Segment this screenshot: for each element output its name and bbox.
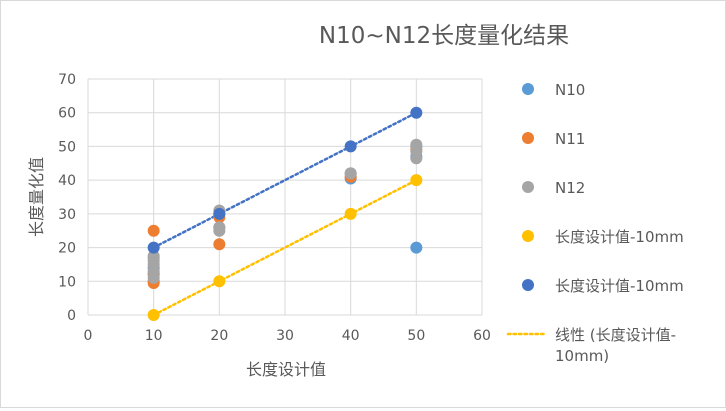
x-tick-label: 40 <box>342 328 360 344</box>
gridlines <box>87 78 483 316</box>
legend-marker <box>522 132 534 144</box>
legend-label: N10 <box>555 81 585 99</box>
data-point <box>410 138 423 151</box>
data-point <box>410 241 423 254</box>
y-tick-label: 0 <box>67 308 76 324</box>
data-point <box>213 207 226 220</box>
data-point <box>213 275 226 288</box>
data-point <box>147 241 160 254</box>
legend-marker <box>522 279 534 291</box>
legend-label: 长度设计值-10mm <box>555 228 684 246</box>
data-point <box>147 250 160 262</box>
chart-title: N10~N12长度量化结果 <box>319 23 569 49</box>
y-tick-label: 20 <box>58 241 76 257</box>
data-point <box>213 221 226 234</box>
x-tick-label: 0 <box>84 328 93 344</box>
legend-label: N12 <box>555 179 585 197</box>
legend-label: 长度设计值-10mm <box>555 277 684 295</box>
data-point <box>344 167 357 180</box>
x-tick-label: 60 <box>473 328 491 344</box>
y-tick-label: 40 <box>58 173 76 189</box>
data-point <box>213 238 226 251</box>
legend-marker <box>522 181 534 193</box>
legend-marker <box>522 83 534 95</box>
data-point <box>147 309 160 321</box>
trendlines <box>152 111 418 317</box>
legend-marker <box>522 230 534 242</box>
y-tick-label: 50 <box>58 139 76 155</box>
data-point <box>344 140 357 153</box>
y-tick-label: 30 <box>58 207 76 223</box>
data-point <box>147 224 160 237</box>
y-tick-label: 60 <box>58 106 76 122</box>
data-point <box>410 106 423 119</box>
x-tick-label: 20 <box>210 328 228 344</box>
legend-label-line2: 10mm) <box>555 347 609 365</box>
axis-ticks: 0 10 20 30 40 50 60 70 0 10 20 30 40 50 60 <box>58 72 491 344</box>
x-tick-label: 50 <box>407 328 425 344</box>
x-axis-title: 长度设计值 <box>246 360 326 379</box>
data-point <box>344 207 357 220</box>
data-points <box>147 106 423 321</box>
y-axis-title: 长度量化值 <box>27 157 46 237</box>
y-tick-label: 10 <box>58 274 76 290</box>
trendline <box>152 178 418 317</box>
data-point <box>410 174 423 187</box>
legend: N10 N11 N12 长度设计值-10mm 长度设计值-10mm 线性 (长度设计值- 1… <box>506 81 684 365</box>
legend-label: N11 <box>555 130 585 148</box>
y-tick-label: 70 <box>58 72 76 88</box>
trendline <box>152 111 418 249</box>
legend-label: 线性 (长度设计值- <box>555 326 676 344</box>
x-tick-label: 30 <box>276 328 294 344</box>
x-tick-label: 10 <box>145 328 163 344</box>
